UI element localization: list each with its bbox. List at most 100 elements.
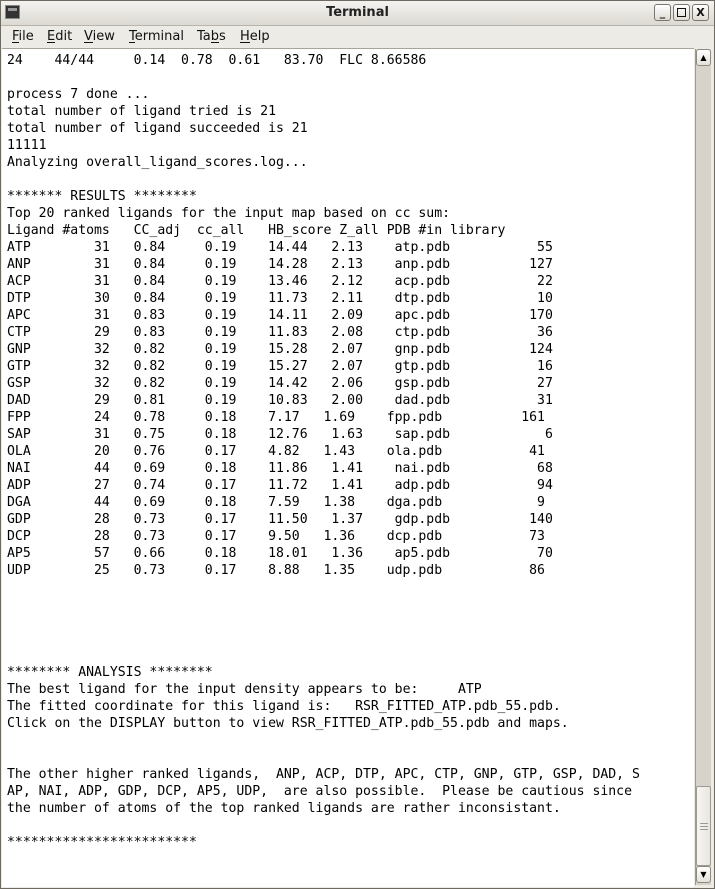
scrollbar-thumb[interactable] bbox=[696, 786, 711, 866]
output-line: AP, NAI, ADP, GDP, DCP, AP5, UDP, are al… bbox=[7, 784, 632, 799]
pdb-cell: anp.pdb bbox=[394, 257, 451, 272]
mnemonic-underline bbox=[210, 42, 220, 43]
z-all-cell: 2.08 bbox=[331, 325, 364, 340]
pdb-cell: sap.pdb bbox=[394, 427, 451, 442]
scroll-down-button[interactable]: ▼ bbox=[696, 866, 711, 883]
atoms-cell: 44 bbox=[94, 495, 110, 510]
atoms-cell: 31 bbox=[94, 257, 110, 272]
ligand-cell: SAP bbox=[7, 427, 31, 442]
output-line: ************************ bbox=[7, 835, 197, 850]
hb-score-cell: 10.83 bbox=[268, 393, 308, 408]
hb-score-cell: 14.44 bbox=[268, 240, 308, 255]
output-line bbox=[7, 630, 640, 647]
atoms-cell: 28 bbox=[94, 529, 110, 544]
library-count-cell: 86 bbox=[529, 563, 545, 578]
cc-adj-cell: 0.82 bbox=[133, 359, 166, 374]
scroll-up-button[interactable]: ▲ bbox=[696, 49, 711, 66]
z-all-cell: 1.41 bbox=[331, 461, 364, 476]
output-line: total number of ligand tried is 21 bbox=[7, 104, 276, 119]
terminal-output[interactable]: 24 44/44 0.14 0.78 0.61 83.70 FLC 8.6658… bbox=[2, 48, 694, 887]
menu-edit[interactable]: Edit bbox=[47, 29, 73, 44]
library-count-cell: 161 bbox=[521, 410, 545, 425]
z-all-cell: 2.13 bbox=[331, 240, 364, 255]
z-all-cell: 2.07 bbox=[331, 342, 364, 357]
cc-all-cell: 0.17 bbox=[204, 529, 237, 544]
cc-adj-cell: 0.73 bbox=[133, 512, 166, 527]
library-count-cell: 68 bbox=[537, 461, 553, 476]
library-count-cell: 16 bbox=[537, 359, 553, 374]
terminal-icon[interactable] bbox=[5, 5, 20, 19]
library-count-cell: 127 bbox=[529, 257, 553, 272]
output-line: The fitted coordinate for this ligand is… bbox=[7, 699, 561, 714]
table-row: CTP 29 0.83 0.19 11.83 2.08 ctp.pdb 36 bbox=[7, 324, 640, 341]
ligand-cell: ATP bbox=[7, 240, 31, 255]
ligand-cell: CTP bbox=[7, 325, 31, 340]
ligand-cell: ANP bbox=[7, 257, 31, 272]
menu-tabs[interactable]: Tabs bbox=[197, 29, 226, 44]
output-line: Top 20 ranked ligands for the input map … bbox=[7, 206, 451, 221]
z-all-cell: 1.43 bbox=[323, 444, 356, 459]
table-row: GTP 32 0.82 0.19 15.27 2.07 gtp.pdb 16 bbox=[7, 358, 640, 375]
pdb-cell: dcp.pdb bbox=[386, 529, 443, 544]
mnemonic-underline bbox=[12, 42, 19, 43]
vertical-scrollbar[interactable]: ▲ ▼ bbox=[695, 49, 711, 885]
table-row: DCP 28 0.73 0.17 9.50 1.36 dcp.pdb 73 bbox=[7, 528, 640, 545]
cc-adj-cell: 0.69 bbox=[133, 461, 166, 476]
maximize-button[interactable] bbox=[673, 4, 690, 21]
cc-all-cell: 0.17 bbox=[204, 478, 237, 493]
library-count-cell: 94 bbox=[537, 478, 553, 493]
output-line: process 7 done ... bbox=[7, 87, 150, 102]
library-count-cell: 41 bbox=[529, 444, 545, 459]
hb-score-cell: 11.86 bbox=[268, 461, 308, 476]
hb-score-cell: 7.17 bbox=[268, 410, 300, 425]
minimize-button[interactable]: _ bbox=[654, 4, 671, 21]
close-button[interactable]: X bbox=[692, 4, 709, 21]
cc-all-cell: 0.17 bbox=[204, 444, 237, 459]
cc-all-cell: 0.19 bbox=[204, 308, 237, 323]
library-count-cell: 73 bbox=[529, 529, 545, 544]
hb-score-cell: 14.28 bbox=[268, 257, 308, 272]
library-count-cell: 10 bbox=[537, 291, 553, 306]
close-icon: X bbox=[696, 6, 705, 19]
output-line bbox=[7, 817, 640, 834]
output-line bbox=[7, 579, 640, 596]
hb-score-cell: 12.76 bbox=[268, 427, 308, 442]
mnemonic-underline bbox=[240, 42, 250, 43]
cc-adj-cell: 0.83 bbox=[133, 325, 166, 340]
cc-adj-cell: 0.76 bbox=[133, 444, 166, 459]
menu-bar: File Edit View Terminal Tabs Help bbox=[1, 26, 714, 48]
title-bar[interactable]: Terminal _ X bbox=[1, 1, 714, 26]
ligand-cell: AP5 bbox=[7, 546, 31, 561]
cc-adj-cell: 0.84 bbox=[133, 257, 166, 272]
menu-terminal[interactable]: Terminal bbox=[129, 29, 184, 44]
library-count-cell: 31 bbox=[537, 393, 553, 408]
z-all-cell: 2.12 bbox=[331, 274, 364, 289]
pdb-cell: gnp.pdb bbox=[394, 342, 451, 357]
pdb-cell: dtp.pdb bbox=[394, 291, 451, 306]
z-all-cell: 1.41 bbox=[331, 478, 364, 493]
pdb-cell: ap5.pdb bbox=[394, 546, 451, 561]
cc-all-cell: 0.18 bbox=[204, 495, 237, 510]
hb-score-cell: 15.28 bbox=[268, 342, 308, 357]
window-title: Terminal bbox=[326, 5, 389, 20]
pdb-cell: ctp.pdb bbox=[394, 325, 451, 340]
output-line bbox=[7, 171, 640, 188]
cc-all-cell: 0.19 bbox=[204, 274, 237, 289]
cc-all-cell: 0.19 bbox=[204, 393, 237, 408]
pdb-cell: nai.pdb bbox=[394, 461, 451, 476]
pdb-cell: dad.pdb bbox=[394, 393, 451, 408]
menu-file[interactable]: File bbox=[12, 29, 34, 44]
ligand-cell: ACP bbox=[7, 274, 31, 289]
hb-score-cell: 7.59 bbox=[268, 495, 300, 510]
arrow-up-icon: ▲ bbox=[700, 53, 707, 62]
cc-adj-cell: 0.66 bbox=[133, 546, 166, 561]
mnemonic-underline bbox=[129, 42, 135, 43]
hb-score-cell: 11.72 bbox=[268, 478, 308, 493]
ligand-cell: UDP bbox=[7, 563, 31, 578]
pdb-cell: gtp.pdb bbox=[394, 359, 451, 374]
mnemonic-underline bbox=[84, 42, 93, 43]
pdb-cell: gdp.pdb bbox=[394, 512, 451, 527]
menu-view[interactable]: View bbox=[84, 29, 115, 44]
menu-help[interactable]: Help bbox=[240, 29, 270, 44]
